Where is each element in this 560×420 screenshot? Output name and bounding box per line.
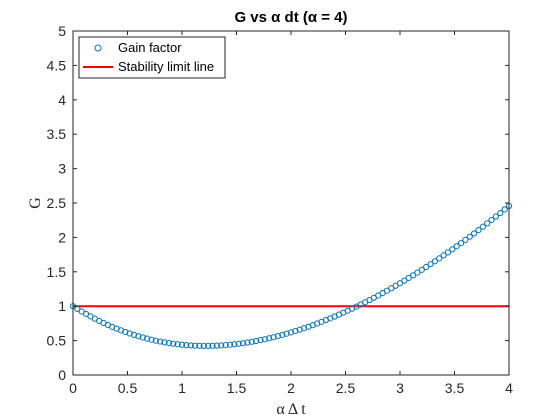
gain-factor-point <box>418 266 425 273</box>
gain-factor-point <box>222 342 229 349</box>
x-tick-label: 3.5 <box>445 380 465 396</box>
gain-factor-point <box>209 342 216 349</box>
gain-factor-point <box>231 341 238 348</box>
gain-factor-point <box>74 305 81 312</box>
gain-factor-point <box>144 335 151 342</box>
gain-factor-point <box>274 333 282 340</box>
x-axis-label: α Δ t <box>276 401 306 418</box>
gain-factor-point <box>139 334 146 341</box>
gain-factor-point <box>196 342 203 349</box>
gain-factor-point <box>191 342 199 349</box>
gain-factor-point <box>244 339 251 346</box>
y-tick-label: 2.5 <box>47 195 67 211</box>
y-tick-label: 4.5 <box>47 57 67 73</box>
x-tick-label: 1 <box>178 380 186 396</box>
gain-factor-point <box>492 213 500 220</box>
gain-factor-point <box>226 341 234 348</box>
x-tick-label: 2 <box>287 380 295 396</box>
gain-factor-point <box>187 342 194 349</box>
gain-factor-point <box>148 336 155 343</box>
gain-factor-point <box>449 246 456 253</box>
gain-factor-point <box>135 333 142 340</box>
gain-factor-point <box>471 230 478 237</box>
gain-factor-point <box>205 342 212 349</box>
x-tick-label: 1.5 <box>227 380 247 396</box>
gain-factor-point <box>497 209 504 217</box>
legend: Gain factor Stability limit line <box>78 36 226 79</box>
gain-factor-point <box>178 341 186 348</box>
gain-factor-point <box>475 227 482 234</box>
gain-factor-point <box>405 274 412 282</box>
gain-factor-point <box>431 258 438 265</box>
gain-factor-point <box>401 277 408 284</box>
legend-marker-gain-factor <box>94 44 102 52</box>
y-tick-label: 0.5 <box>47 333 67 349</box>
y-tick-label: 3 <box>58 161 66 177</box>
chart-title: G vs α dt (α = 4) <box>234 9 347 26</box>
x-tick-label: 0.5 <box>118 380 138 396</box>
data-marks <box>69 202 513 349</box>
legend-box <box>78 36 226 79</box>
gain-factor-point <box>248 338 255 345</box>
gain-factor-point <box>174 341 181 348</box>
gain-factor-point <box>396 280 404 287</box>
gain-factor-point <box>279 331 286 339</box>
gain-factor-point <box>484 220 491 227</box>
y-tick-label: 4 <box>58 92 66 108</box>
gain-factor-point <box>462 236 469 244</box>
legend-label-stability-limit: Stability limit line <box>118 59 214 74</box>
gain-factor-point <box>423 263 430 271</box>
gain-factor-point <box>440 252 447 259</box>
y-tick-label: 3.5 <box>47 126 67 142</box>
gain-factor-point <box>270 334 277 341</box>
gain-factor-point <box>444 249 452 256</box>
axes: 0 0.5 1 1.5 2 2.5 3 3.5 4 0 0.5 1 1.5 2 2.5 3 3.5 4 4.5 5 <box>47 23 514 396</box>
y-tick-label: 2 <box>58 229 66 245</box>
y-tick-label: 0 <box>58 367 66 383</box>
x-tick-label: 4 <box>505 380 513 396</box>
y-axis-label: G <box>27 197 44 209</box>
gain-factor-point <box>170 340 177 347</box>
gain-factor-point <box>501 206 508 213</box>
gain-factor-point <box>235 340 242 347</box>
gain-factor-point <box>165 339 173 347</box>
legend-label-gain-factor: Gain factor <box>118 40 182 55</box>
gain-factor-point <box>466 233 473 240</box>
plot-area <box>73 31 509 375</box>
gain-factor-point <box>218 342 225 349</box>
gain-factor-point <box>414 269 421 276</box>
gain-factor-point <box>261 336 268 343</box>
gain-factor-point <box>253 337 260 345</box>
gain-factor-point <box>409 272 417 279</box>
gain-factor-point <box>161 339 168 346</box>
gain-factor-point <box>479 223 486 230</box>
gain-factor-point <box>427 261 434 268</box>
x-tick-label: 2.5 <box>336 380 356 396</box>
gain-factor-point <box>239 340 247 347</box>
gain-factor-point <box>287 329 295 336</box>
gain-factor-point <box>152 337 159 344</box>
y-tick-label: 5 <box>58 23 66 39</box>
gain-factor-point <box>200 342 207 349</box>
x-tick-label: 0 <box>69 380 77 396</box>
gain-factor-point <box>283 330 290 337</box>
gain-factor-point <box>453 243 460 250</box>
gain-factor-point <box>488 216 495 224</box>
gain-factor-point <box>183 342 190 349</box>
y-tick-label: 1.5 <box>47 264 67 280</box>
gain-factor-point <box>457 239 465 247</box>
x-tick-label: 3 <box>396 380 404 396</box>
gain-factor-point <box>157 338 164 345</box>
y-tick-label: 1 <box>58 298 66 314</box>
gain-factor-point <box>266 335 273 342</box>
gain-factor-point <box>213 342 220 349</box>
gain-factor-point <box>257 337 264 344</box>
gain-factor-point <box>130 331 138 339</box>
gain-factor-point <box>436 255 443 262</box>
